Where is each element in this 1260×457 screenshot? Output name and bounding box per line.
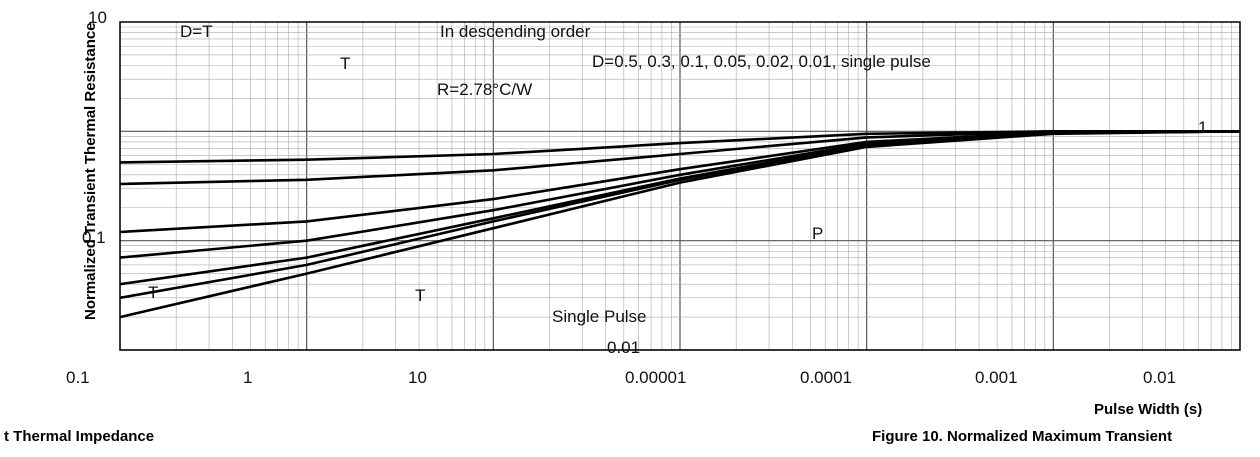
duty-label: D=T	[180, 22, 213, 41]
x-tick-0.00001: 0.00001	[625, 368, 687, 387]
curves	[119, 130, 1241, 319]
series-curve-single-pulse	[119, 130, 1241, 319]
x-tick-0.0001: 0.0001	[800, 368, 852, 387]
x-tick-1: 1	[243, 368, 253, 387]
order-note: In descending order	[440, 22, 591, 41]
formula-note: T	[340, 54, 351, 73]
y-axis-title: Normalized Transient Thermal Resistance	[82, 22, 99, 320]
rth-value: =2.78°C/W	[449, 80, 533, 99]
x-tick-0.1: 0.1	[66, 368, 90, 387]
x-tick-10: 10	[408, 368, 427, 387]
rth-symbol: R	[437, 80, 450, 99]
figure-caption-right: Figure 10. Normalized Maximum Transient	[872, 428, 1173, 445]
x-tick-0.01: 0.01	[1143, 368, 1177, 387]
pdm-label: P	[812, 224, 824, 243]
plot-frame	[119, 21, 1241, 351]
y-tick-10: 10	[88, 8, 107, 27]
y-tick-0.01: 0.01	[607, 338, 641, 357]
t-label: T	[148, 283, 159, 302]
y-tick-1: 1	[1198, 118, 1208, 137]
y-tick-0.1: 0.1	[82, 228, 106, 247]
rth-label: R=2.78°C/W	[437, 80, 532, 100]
x-axis-title: Pulse Width (s)	[1094, 401, 1203, 418]
ton-label: T	[415, 286, 426, 305]
figure-caption-left: t Thermal Impedance	[4, 428, 155, 445]
single-pulse-label: Single Pulse	[552, 307, 647, 326]
x-tick-0.001: 0.001	[975, 368, 1018, 387]
d-values-note: D=0.5, 0.3, 0.1, 0.05, 0.02, 0.01, singl…	[592, 52, 931, 71]
